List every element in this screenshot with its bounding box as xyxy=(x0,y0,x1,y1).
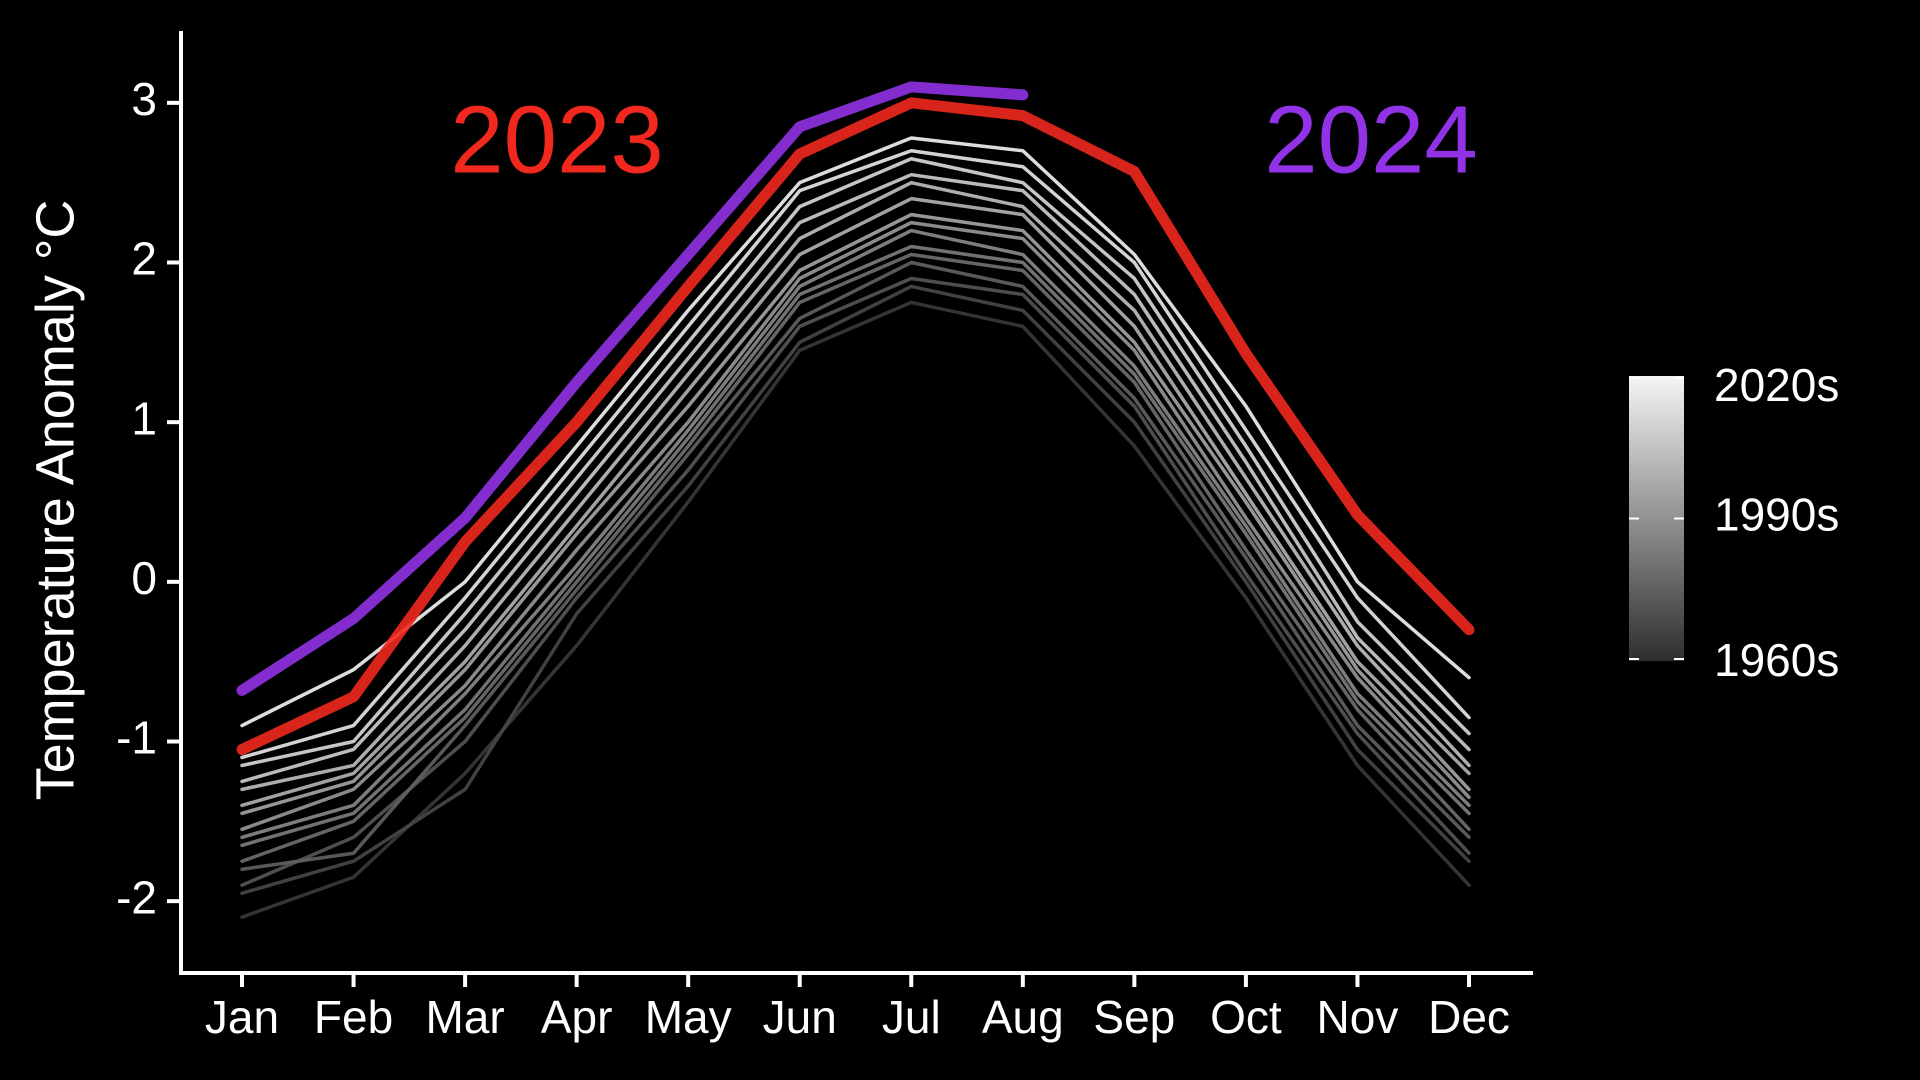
year-line xyxy=(240,276,1471,887)
colorbar-label: 2020s xyxy=(1714,359,1839,411)
year-line xyxy=(240,156,1471,768)
year-line xyxy=(240,196,1471,808)
year-line xyxy=(240,220,1471,832)
highlight-line xyxy=(236,97,1475,755)
year-line xyxy=(240,148,1471,760)
year-line xyxy=(240,228,1471,840)
x-tick-label: Apr xyxy=(541,991,613,1043)
x-tick-label: Sep xyxy=(1093,991,1175,1043)
x-tick-label: Jun xyxy=(763,991,837,1043)
x-tick-label: Mar xyxy=(425,991,504,1043)
y-tick-label: 1 xyxy=(131,392,157,444)
colorbar-label: 1990s xyxy=(1714,489,1839,541)
x-tick-label: Oct xyxy=(1210,991,1282,1043)
lines xyxy=(236,81,1475,919)
x-tick-label: Aug xyxy=(982,991,1064,1043)
x-tick-label: Jul xyxy=(882,991,941,1043)
year-line xyxy=(240,212,1471,816)
y-tick-label: 0 xyxy=(131,552,157,604)
series-annotation: 2023 xyxy=(450,86,664,193)
year-line xyxy=(240,180,1471,792)
x-tick-label: Dec xyxy=(1428,991,1510,1043)
y-tick-label: -2 xyxy=(116,871,157,923)
y-tick-label: 3 xyxy=(131,73,157,125)
y-tick-label: -1 xyxy=(116,712,157,764)
highlight-line xyxy=(236,81,1029,696)
year-line xyxy=(240,260,1471,871)
x-tick-label: Feb xyxy=(314,991,393,1043)
year-line xyxy=(240,244,1471,848)
series-annotation: 2024 xyxy=(1264,86,1478,193)
year-line xyxy=(240,172,1471,784)
y-tick-label: 2 xyxy=(131,233,157,285)
x-tick-label: Jan xyxy=(205,991,279,1043)
year-line xyxy=(240,284,1471,895)
year-line xyxy=(240,300,1471,919)
x-tick-label: Nov xyxy=(1317,991,1399,1043)
year-line xyxy=(240,136,1471,728)
year-line xyxy=(240,252,1471,863)
y-axis-label: Temperature Anomaly °C xyxy=(25,200,85,801)
x-tick-label: May xyxy=(645,991,732,1043)
colorbar-label: 1960s xyxy=(1714,634,1839,686)
